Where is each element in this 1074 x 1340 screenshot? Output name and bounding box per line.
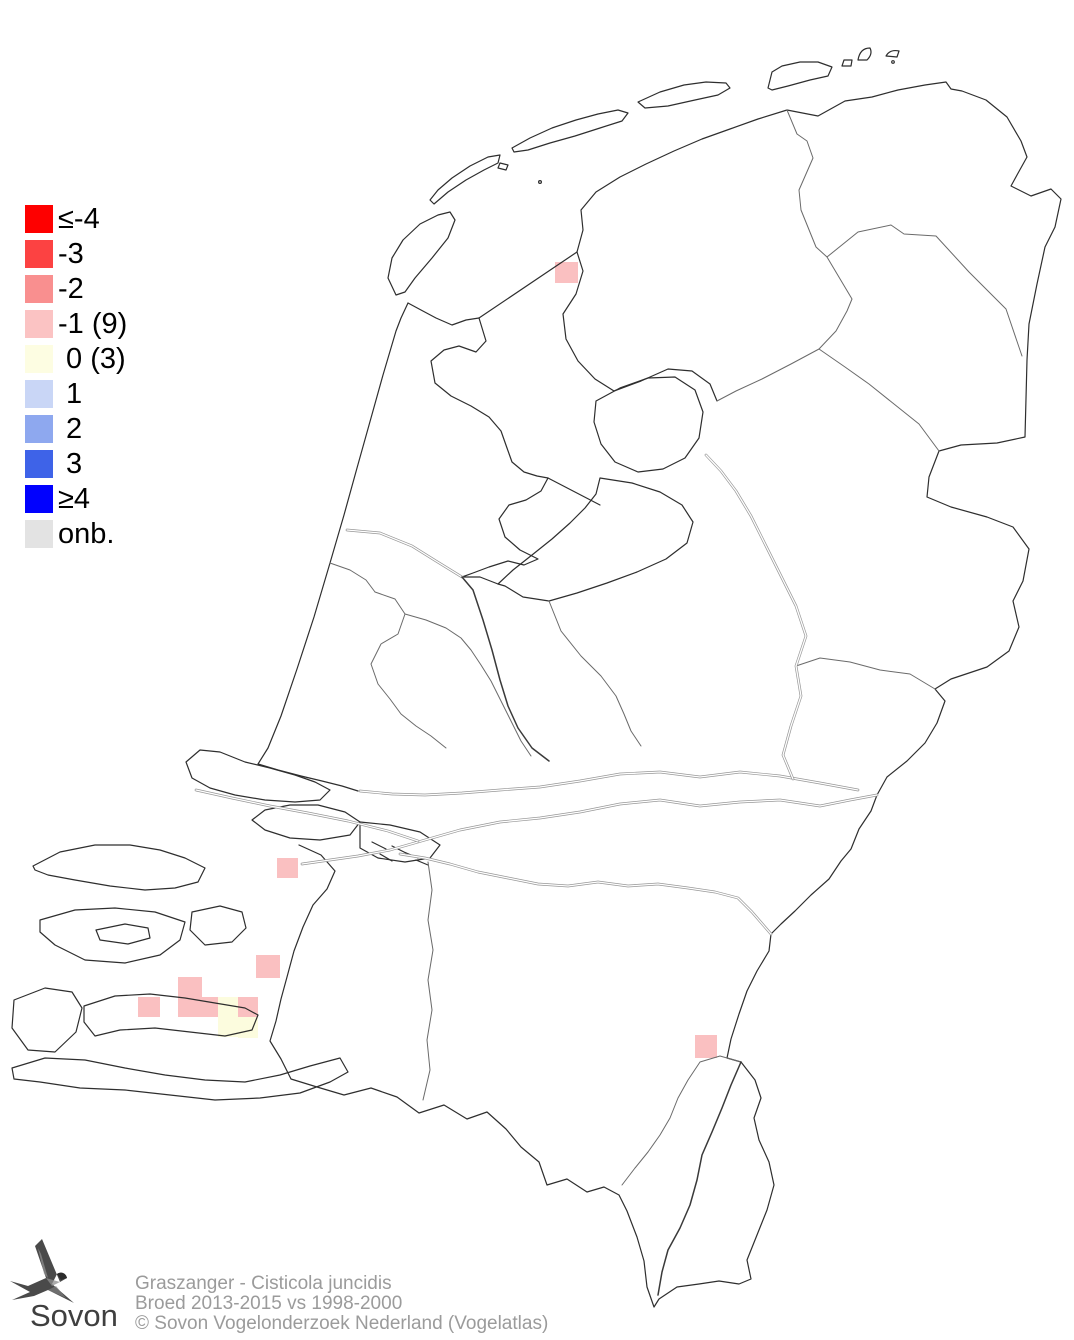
legend-swatch-p3 [25, 450, 53, 478]
grid-square--1 [138, 997, 160, 1017]
species-title: Graszanger - Cisticola juncidis [135, 1273, 392, 1294]
legend-row: 0 (3) [25, 343, 127, 375]
legend-row: ≤-4 [25, 203, 127, 235]
legend-row: 3 [25, 448, 127, 480]
legend-label: 2 [58, 413, 83, 445]
legend-row: -2 [25, 273, 127, 305]
legend-row: 1 [25, 378, 127, 410]
legend-label: -2 [58, 273, 84, 305]
grid-square-0 [218, 1017, 238, 1037]
map-caption: Graszanger - Cisticola juncidis Broed 20… [135, 1274, 548, 1333]
grid-square-0 [238, 1017, 258, 1038]
legend-label: 0 (3) [58, 343, 126, 375]
grid-square--1 [555, 262, 578, 283]
legend-label: 1 [58, 378, 83, 410]
legend-row: -1 (9) [25, 308, 128, 340]
legend: ≤-4 -3 -2 -1 (9) 0 (3) 1 2 3 [25, 205, 127, 555]
legend-swatch-m2 [25, 275, 53, 303]
legend-swatch-p1 [25, 380, 53, 408]
legend-swatch-ge4 [25, 485, 53, 513]
legend-swatch-le-4 [25, 205, 53, 233]
grid-square-0 [218, 997, 238, 1017]
legend-row: onb. [25, 518, 127, 550]
legend-swatch-m3 [25, 240, 53, 268]
legend-swatch-m1 [25, 310, 53, 338]
grid-square--1 [200, 997, 218, 1017]
grid-square--1 [178, 977, 202, 998]
legend-label: ≤-4 [58, 203, 100, 235]
swallow-icon [10, 1239, 74, 1303]
sovon-logo-text: Sovon [30, 1298, 118, 1333]
grid-square--1 [695, 1035, 717, 1058]
legend-swatch-p2 [25, 415, 53, 443]
legend-row: ≥4 [25, 483, 127, 515]
legend-label: 3 [58, 448, 83, 480]
grid-square--1 [238, 997, 258, 1017]
legend-label: -3 [58, 238, 84, 270]
grid-square--1 [277, 858, 298, 878]
sovon-logo: Sovon [10, 1239, 118, 1333]
legend-label: onb. [58, 518, 115, 550]
footer: Sovon Graszanger - Cisticola juncidis Br… [0, 1232, 1074, 1340]
copyright-line: © Sovon Vogelonderzoek Nederland (Vogela… [135, 1312, 549, 1334]
grid-square--1 [256, 955, 280, 978]
legend-swatch-onb [25, 520, 53, 548]
legend-row: -3 [25, 238, 127, 270]
legend-label: ≥4 [58, 483, 91, 515]
period-subtitle: Broed 2013-2015 vs 1998-2000 [135, 1292, 403, 1314]
legend-swatch-0 [25, 345, 53, 373]
legend-label: -1 (9) [58, 308, 128, 340]
legend-row: 2 [25, 413, 127, 445]
grid-square--1 [178, 998, 202, 1017]
